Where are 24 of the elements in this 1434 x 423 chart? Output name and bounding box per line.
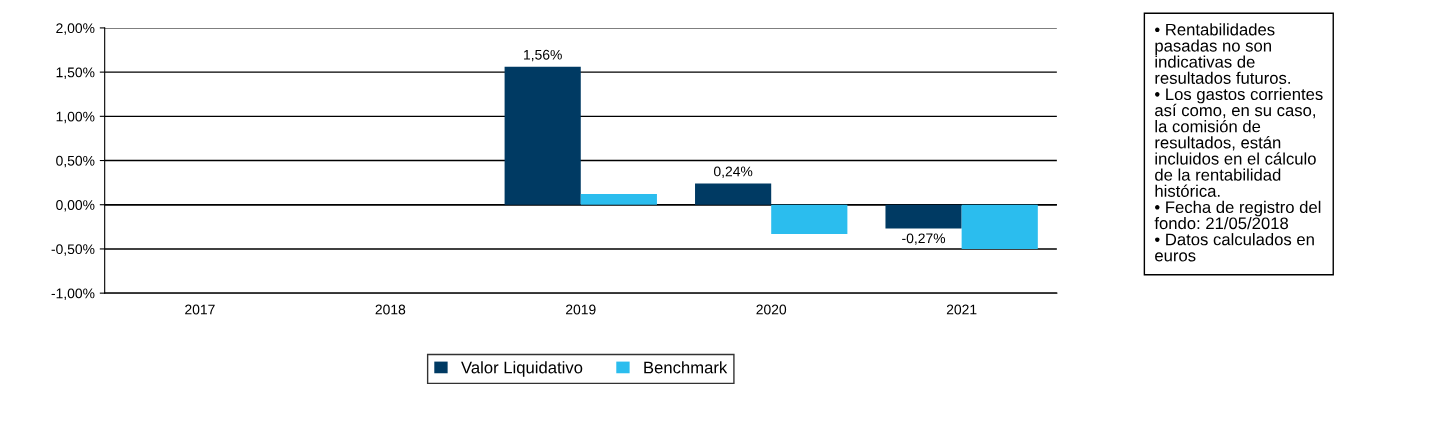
data-label: -0,27%	[902, 233, 946, 245]
x-tick-label: 2018	[375, 304, 406, 315]
y-tick-label: 1,50%	[56, 67, 95, 79]
data-label: 1,56%	[524, 49, 562, 62]
y-tick-label: 1,00%	[56, 111, 95, 124]
bar	[504, 66, 581, 205]
bar	[885, 204, 962, 229]
y-tick-label: -1,00%	[51, 288, 95, 300]
bar	[771, 204, 848, 234]
data-label: 0,24%	[713, 166, 753, 178]
y-tick-label: 2,00%	[56, 23, 95, 35]
bar	[961, 204, 1038, 249]
y-tick-label: 0,00%	[56, 200, 95, 212]
text: • Rentabilidades pasadas no son indicativas de resultados futuros. • Los gastos corrientes así como, en su caso, la comisión de resultados, están incluidos en el cálculo de la rentabilidad histórica. • Fecha de registro del fondo: 21/05/2018 • Datos calculados en euros	[1154, 23, 1323, 262]
legend-label: Benchmark	[644, 361, 728, 374]
legend-label: Valor Liquidativo	[461, 361, 583, 377]
x-tick-label: 2021	[946, 304, 977, 315]
x-tick-label: 2017	[185, 304, 215, 315]
y-tick-label: -0,50%	[51, 244, 95, 256]
bar	[580, 194, 657, 205]
x-tick-label: 2019	[566, 304, 596, 315]
x-tick-label: 2020	[756, 304, 787, 315]
y-tick-label: 0,50%	[56, 155, 95, 168]
bar	[695, 183, 772, 205]
